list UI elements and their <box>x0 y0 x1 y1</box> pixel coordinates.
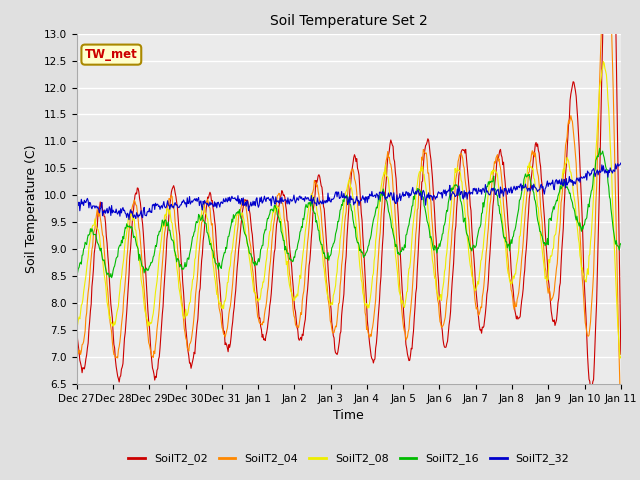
SoilT2_32 <box>223 199 231 205</box>
SoilT2_02 <box>431 211 438 217</box>
SoilT2_08 <box>616 355 624 361</box>
SoilT2_02 <box>73 324 81 329</box>
SoilT2_04 <box>617 417 625 423</box>
SoilT2_04 <box>223 328 230 334</box>
Y-axis label: Soil Temperature (C): Soil Temperature (C) <box>25 144 38 273</box>
Line: SoilT2_04: SoilT2_04 <box>77 0 621 420</box>
SoilT2_32 <box>125 217 133 223</box>
SoilT2_32 <box>83 197 90 203</box>
SoilT2_16 <box>83 242 90 248</box>
SoilT2_16 <box>195 212 202 217</box>
SoilT2_32 <box>431 196 439 202</box>
SoilT2_02 <box>617 351 625 357</box>
SoilT2_02 <box>194 316 202 322</box>
Line: SoilT2_32: SoilT2_32 <box>77 163 621 220</box>
SoilT2_16 <box>73 268 81 274</box>
SoilT2_02 <box>223 342 230 348</box>
SoilT2_16 <box>140 264 147 270</box>
Line: SoilT2_02: SoilT2_02 <box>77 0 621 395</box>
SoilT2_04 <box>431 255 438 261</box>
SoilT2_04 <box>415 190 422 195</box>
SoilT2_04 <box>139 268 147 274</box>
SoilT2_16 <box>108 275 115 280</box>
Line: SoilT2_16: SoilT2_16 <box>77 148 621 277</box>
SoilT2_16 <box>431 244 439 250</box>
SoilT2_08 <box>83 266 90 272</box>
SoilT2_08 <box>139 285 147 291</box>
Legend: SoilT2_02, SoilT2_04, SoilT2_08, SoilT2_16, SoilT2_32: SoilT2_02, SoilT2_04, SoilT2_08, SoilT2_… <box>124 449 573 469</box>
SoilT2_08 <box>415 171 422 177</box>
Title: Soil Temperature Set 2: Soil Temperature Set 2 <box>270 14 428 28</box>
SoilT2_02 <box>588 392 595 397</box>
SoilT2_08 <box>223 288 230 294</box>
SoilT2_08 <box>600 59 607 65</box>
SoilT2_32 <box>140 208 147 214</box>
SoilT2_16 <box>416 187 424 192</box>
Line: SoilT2_08: SoilT2_08 <box>77 62 621 358</box>
SoilT2_32 <box>73 195 81 201</box>
Text: TW_met: TW_met <box>85 48 138 61</box>
SoilT2_16 <box>596 145 604 151</box>
SoilT2_02 <box>83 352 90 358</box>
SoilT2_32 <box>195 195 202 201</box>
X-axis label: Time: Time <box>333 409 364 422</box>
SoilT2_04 <box>194 268 202 274</box>
SoilT2_08 <box>194 231 202 237</box>
SoilT2_32 <box>416 192 424 198</box>
SoilT2_08 <box>617 354 625 360</box>
SoilT2_08 <box>431 276 438 281</box>
SoilT2_32 <box>617 160 625 166</box>
SoilT2_04 <box>73 344 81 350</box>
SoilT2_16 <box>617 241 625 247</box>
SoilT2_02 <box>139 221 147 227</box>
SoilT2_04 <box>83 310 90 316</box>
SoilT2_02 <box>415 237 422 242</box>
SoilT2_16 <box>223 239 231 244</box>
SoilT2_08 <box>73 325 81 331</box>
